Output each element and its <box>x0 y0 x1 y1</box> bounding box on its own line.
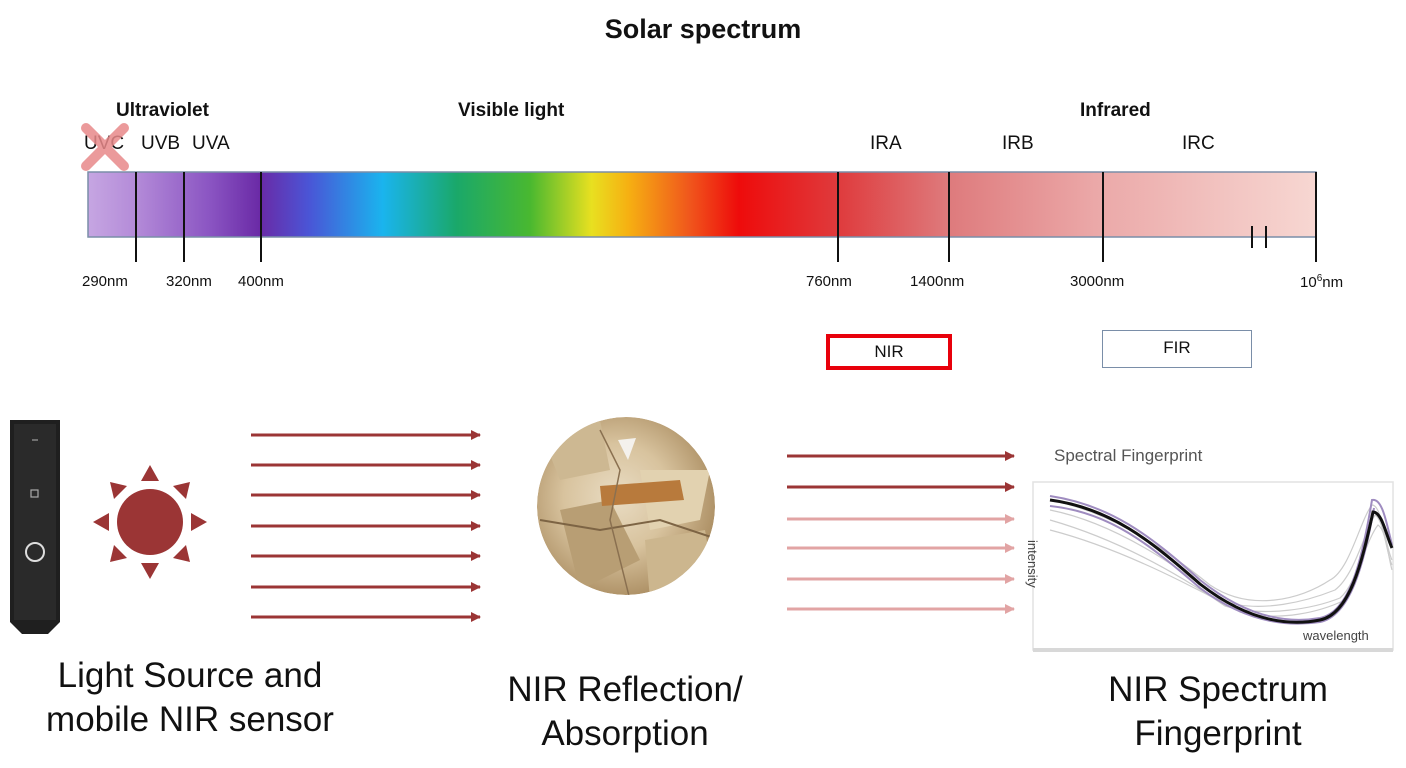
band-uva: UVA <box>192 133 230 154</box>
region-infrared: Infrared <box>1080 100 1151 121</box>
region-ultraviolet: Ultraviolet <box>116 100 209 121</box>
caption-light-source: Light Source and mobile NIR sensor <box>20 654 360 742</box>
diagram-title: Solar spectrum <box>604 14 802 44</box>
tick-lines <box>135 172 1317 262</box>
sun-icon <box>93 465 207 579</box>
caption-nir-reflection-line1: NIR Reflection/ <box>507 670 743 709</box>
tick-label-3000: 3000nm <box>1070 273 1125 290</box>
fingerprint-x-label: wavelength <box>1303 628 1369 643</box>
spectral-fingerprint-plot <box>1032 481 1394 652</box>
caption-nir-reflection: NIR Reflection/ Absorption <box>465 668 785 756</box>
rock-sample-image <box>537 417 715 595</box>
caption-nir-spectrum: NIR Spectrum Fingerprint <box>1048 668 1388 756</box>
caption-nir-spectrum-line1: NIR Spectrum <box>1108 670 1328 709</box>
band-uvb: UVB <box>141 133 181 154</box>
tick-label-400: 400nm <box>238 273 284 290</box>
caption-light-source-line1: Light Source and <box>57 656 323 695</box>
fir-box: FIR <box>1102 330 1252 368</box>
caption-nir-spectrum-line2: Fingerprint <box>1134 714 1302 753</box>
band-irb: IRB <box>1002 133 1034 154</box>
reflected-light-arrows <box>787 451 1015 614</box>
fingerprint-title: Spectral Fingerprint <box>1054 446 1203 465</box>
tick-label-760: 760nm <box>806 273 852 290</box>
tick-label-10e6: 106nm <box>1300 273 1344 291</box>
tick-label-1400: 1400nm <box>910 273 965 290</box>
nir-box: NIR <box>826 334 952 370</box>
caption-nir-reflection-line2: Absorption <box>541 714 709 753</box>
spectrum-bar <box>87 171 1317 238</box>
tick-label-290: 290nm <box>82 273 128 290</box>
tick-label-320: 320nm <box>166 273 212 290</box>
uvc-excluded-cross-icon <box>81 123 129 171</box>
band-irc: IRC <box>1182 133 1215 154</box>
fingerprint-y-label: intensity <box>1025 540 1040 588</box>
incident-light-arrows <box>251 430 481 622</box>
band-ira: IRA <box>870 133 902 154</box>
nir-sensor-device-icon <box>10 420 60 634</box>
region-visible-light: Visible light <box>458 100 565 121</box>
caption-light-source-line2: mobile NIR sensor <box>46 700 334 739</box>
